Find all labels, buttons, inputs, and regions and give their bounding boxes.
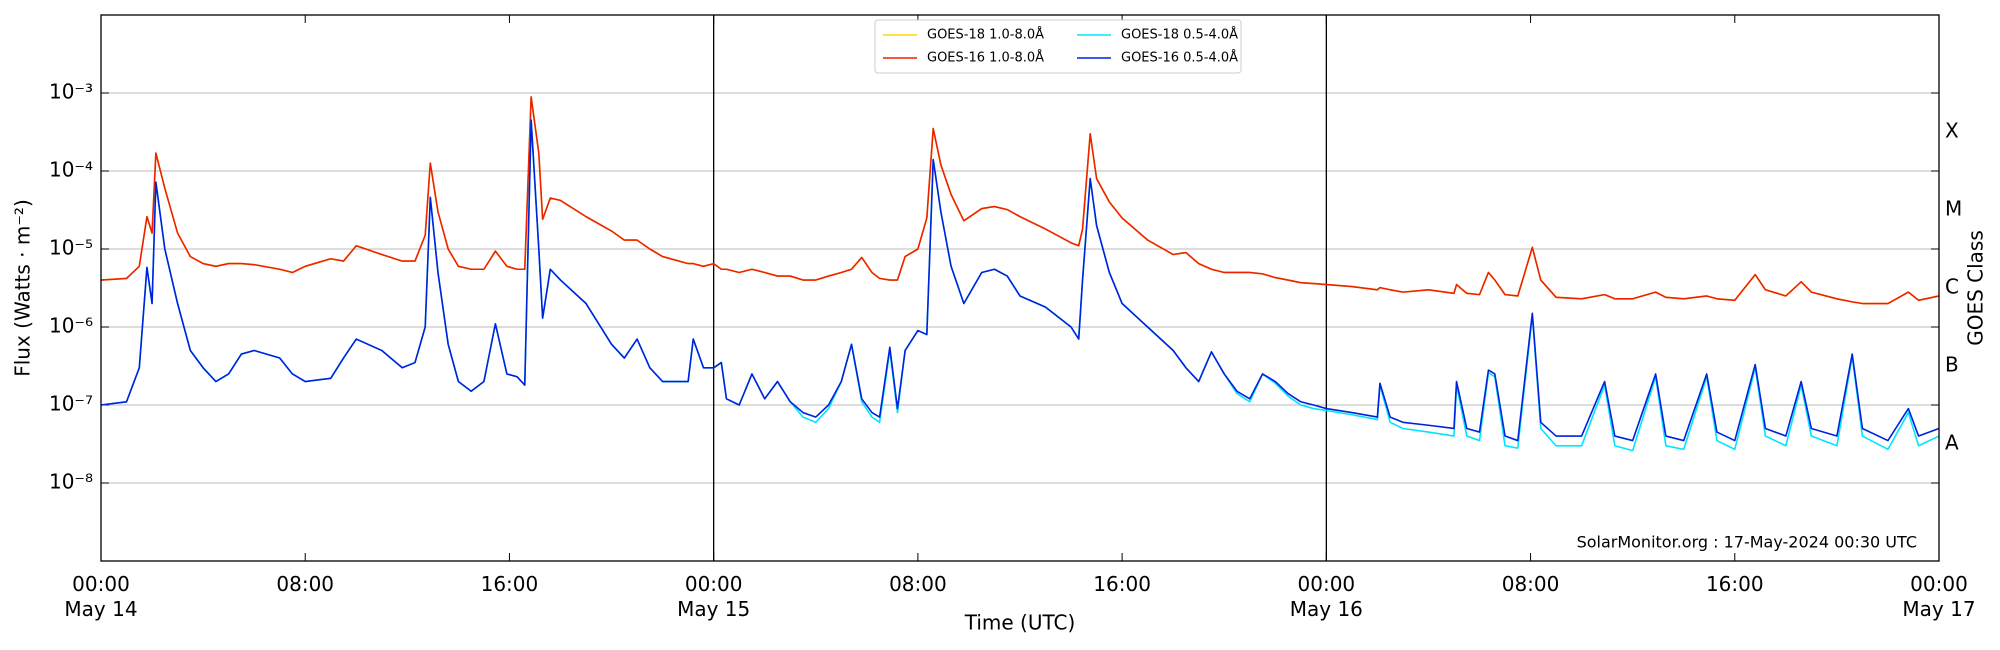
y-tick-label: 10⁻⁵ <box>49 236 93 260</box>
series-line <box>100 119 1940 442</box>
legend-label: GOES-16 1.0-8.0Å <box>927 50 1044 66</box>
x-tick-label: 08:00 <box>276 572 334 596</box>
x-tick-label: 16:00 <box>1093 572 1151 596</box>
y-axis-label: Flux (Watts · m⁻²) <box>11 199 35 377</box>
annotation: SolarMonitor.org : 17-May-2024 00:30 UTC <box>1577 533 1917 552</box>
legend-label: GOES-18 0.5-4.0Å <box>1121 27 1238 43</box>
y-tick-label: 10⁻³ <box>49 80 93 104</box>
legend-label: GOES-16 0.5-4.0Å <box>1121 50 1238 66</box>
x-tick-label: 08:00 <box>1502 572 1560 596</box>
y2-tick-label: A <box>1945 431 1959 455</box>
y-tick-label: 10⁻⁷ <box>49 392 93 416</box>
plot-frame <box>100 14 1940 562</box>
x-tick-label: 00:00 May 14 <box>64 572 137 621</box>
y-tick-label: 10⁻⁸ <box>49 470 93 494</box>
x-tick-label: 16:00 <box>481 572 539 596</box>
y-tick-label: 10⁻⁶ <box>49 314 93 338</box>
x-tick-label: 00:00 May 17 <box>1902 572 1975 621</box>
y2-axis-label: GOES Class <box>1964 230 1988 346</box>
x-tick-label: 08:00 <box>889 572 947 596</box>
legend-box <box>874 19 1242 74</box>
y2-tick-label: B <box>1945 353 1959 377</box>
y2-tick-label: M <box>1945 197 1962 221</box>
x-axis-label: Time (UTC) <box>964 611 1076 635</box>
series-line <box>100 96 1940 305</box>
y-tick-label: 10⁻⁴ <box>49 158 93 182</box>
x-tick-label: 00:00 May 16 <box>1290 572 1363 621</box>
legend-label: GOES-18 1.0-8.0Å <box>927 27 1044 43</box>
x-tick-label: 00:00 May 15 <box>677 572 750 621</box>
y2-tick-label: X <box>1945 119 1959 143</box>
x-tick-label: 16:00 <box>1706 572 1764 596</box>
y2-tick-label: C <box>1945 275 1959 299</box>
